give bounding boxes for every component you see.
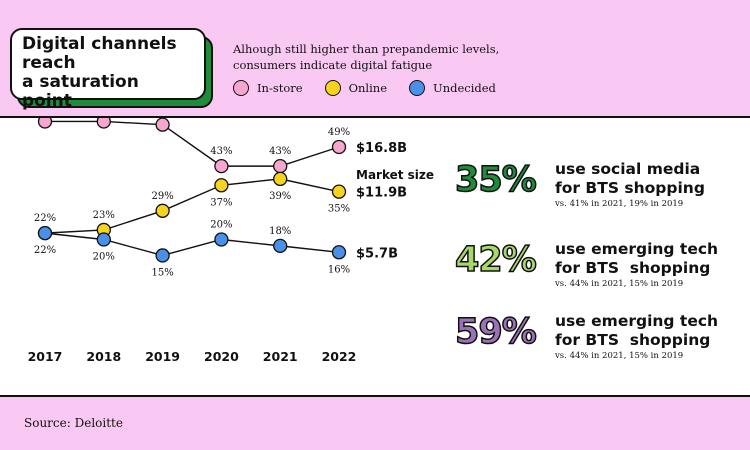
line-chart: 57%57%56%43%43%49%$16.8B22%23%29%37%39%3…: [28, 118, 434, 364]
data-point: [331, 139, 347, 155]
data-point: [214, 158, 229, 174]
data-point: [155, 203, 170, 218]
stat-text: use emerging tech for BTS shopping vs. 4…: [555, 312, 718, 361]
data-label: 39%: [269, 191, 291, 202]
data-point: [96, 118, 111, 129]
legend: In-store Online Undecided: [233, 80, 518, 96]
x-tick-label: 2018: [86, 349, 121, 364]
legend-label: In-store: [257, 81, 303, 95]
data-label: 29%: [151, 191, 173, 202]
data-label: 43%: [269, 146, 291, 157]
series-line-online: [44, 178, 340, 234]
legend-item-online: Online: [324, 80, 387, 96]
stat-headline: use emerging tech: [555, 240, 719, 258]
x-tick-label: 2022: [322, 349, 357, 364]
page-title: Digital channels reach a saturation poin…: [22, 35, 194, 111]
title-box: Digital channels reach a saturation poin…: [10, 28, 206, 111]
stat-headline: use social media: [555, 160, 701, 178]
series-line-in-store: [45, 120, 340, 167]
stat-number: 35%: [454, 159, 537, 201]
x-tick-label: 2017: [28, 349, 63, 364]
title-line: a saturation point: [22, 72, 139, 111]
stat-note: vs. 44% in 2021, 15% in 2019: [555, 279, 684, 289]
data-label: 16%: [328, 264, 350, 275]
main-panel: [0, 118, 750, 395]
stat-text: use social media for BTS shopping vs. 41…: [555, 160, 705, 209]
market-size-label: $11.9B: [356, 186, 407, 201]
market-size-label: $5.7B: [356, 246, 398, 261]
data-point: [273, 238, 288, 254]
title-line: reach: [22, 53, 76, 73]
data-point: [155, 248, 170, 263]
stat-number: 42%: [454, 239, 537, 281]
legend-label: Online: [348, 81, 387, 95]
data-label: 49%: [328, 127, 350, 138]
stat-block: 59% use emerging tech for BTS shopping v…: [454, 311, 718, 361]
data-label: 22%: [34, 245, 56, 256]
stat-headline: use emerging tech: [555, 312, 719, 330]
legend-item-in-store: In-store: [233, 80, 303, 96]
legend-dot-icon: [324, 80, 341, 96]
legend-item-undecided: Undecided: [409, 80, 496, 96]
data-label: 20%: [93, 252, 115, 263]
stat-block: 35% use social media for BTS shopping vs…: [454, 159, 705, 209]
data-point: [155, 118, 170, 132]
stat-headline: for BTS shopping: [555, 331, 711, 349]
data-label: 35%: [328, 204, 350, 215]
stat-headline: for BTS shopping: [555, 179, 705, 197]
stat-text: use emerging tech for BTS shopping vs. 4…: [555, 240, 718, 289]
x-tick-label: 2021: [263, 349, 298, 364]
data-point: [331, 184, 347, 199]
data-label: 43%: [210, 146, 232, 157]
stat-number: 59%: [454, 311, 537, 353]
data-point: [37, 118, 53, 129]
series-line-undecided: [44, 232, 340, 257]
data-point: [214, 178, 229, 193]
stat-note: vs. 44% in 2021, 15% in 2019: [555, 351, 684, 361]
data-point: [37, 225, 53, 241]
market-size-label: $16.8B: [356, 141, 407, 156]
legend-dot-icon: [233, 80, 249, 96]
data-point: [331, 245, 347, 260]
data-point: [214, 232, 229, 247]
data-label: 22%: [34, 213, 56, 224]
stat-headline: for BTS shopping: [555, 259, 711, 277]
market-size-title: Market size: [356, 168, 434, 182]
legend-dot-icon: [409, 80, 425, 96]
data-label: 18%: [269, 226, 291, 237]
data-point: [96, 232, 111, 247]
data-label: 15%: [151, 267, 173, 278]
header: Digital channels reach a saturation poin…: [0, 0, 750, 118]
title-line: Digital channels: [22, 34, 177, 54]
stat-note: vs. 41% in 2021, 19% in 2019: [555, 199, 684, 209]
data-point: [273, 158, 288, 174]
x-tick-label: 2020: [204, 349, 239, 364]
legend-label: Undecided: [433, 81, 496, 95]
x-tick-label: 2019: [145, 349, 180, 364]
data-label: 23%: [93, 210, 115, 221]
stat-block: 42% use emerging tech for BTS shopping v…: [454, 239, 718, 289]
source-text: Source: Deloitte: [24, 416, 123, 430]
data-label: 20%: [210, 220, 232, 231]
data-point: [273, 171, 288, 187]
subtitle-line: Alhough still higher than prepandemic le…: [233, 42, 500, 56]
subtitle: Alhough still higher than prepandemic le…: [233, 41, 523, 73]
footer: Source: Deloitte: [0, 395, 750, 450]
subtitle-line: consumers indicate digital fatigue: [233, 58, 433, 72]
data-label: 37%: [210, 197, 232, 208]
